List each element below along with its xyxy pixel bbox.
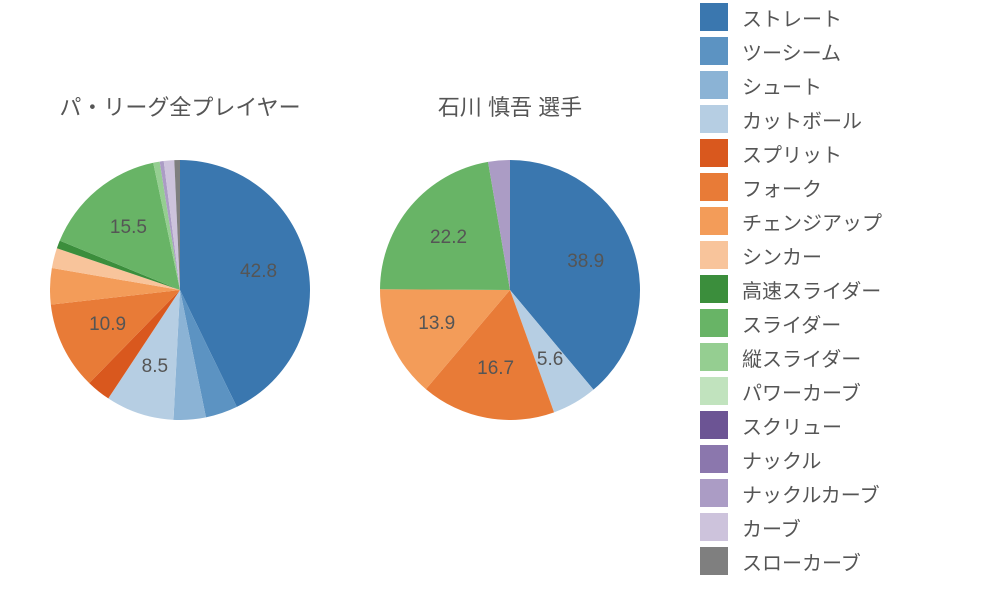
pie-slice-label: 5.6 [537,349,563,371]
legend-swatch [700,309,728,337]
pie-slice-label: 13.9 [418,313,455,335]
legend-item: カーブ [700,510,882,544]
legend-item: スライダー [700,306,882,340]
legend-item: スプリット [700,136,882,170]
legend-swatch [700,139,728,167]
legend-item: パワーカーブ [700,374,882,408]
legend-item: ストレート [700,0,882,34]
legend-swatch [700,37,728,65]
legend-label: チェンジアップ [742,207,882,236]
legend-label: ストレート [742,3,842,32]
pie-slice-label: 22.2 [430,227,467,249]
legend-item: ナックルカーブ [700,476,882,510]
legend-label: スローカーブ [742,547,861,576]
legend-label: パワーカーブ [742,377,861,406]
legend-swatch [700,479,728,507]
legend-item: カットボール [700,102,882,136]
legend-label: カットボール [742,105,862,134]
legend-item: ナックル [700,442,882,476]
pie-slice-label: 8.5 [142,356,168,378]
legend-swatch [700,3,728,31]
legend-label: ナックルカーブ [742,479,880,508]
pie-slice-label: 15.5 [110,217,147,239]
legend-item: フォーク [700,170,882,204]
legend: ストレートツーシームシュートカットボールスプリットフォークチェンジアップシンカー… [700,0,882,578]
legend-swatch [700,275,728,303]
pie-title: パ・リーグ全プレイヤー [20,90,340,122]
legend-swatch [700,445,728,473]
legend-item: スローカーブ [700,544,882,578]
legend-swatch [700,105,728,133]
legend-item: スクリュー [700,408,882,442]
legend-swatch [700,173,728,201]
legend-label: スプリット [742,139,842,168]
pie-slice-label: 38.9 [567,251,604,273]
pie-title: 石川 慎吾 選手 [350,90,670,122]
legend-swatch [700,513,728,541]
legend-item: ツーシーム [700,34,882,68]
legend-item: 縦スライダー [700,340,882,374]
legend-label: ナックル [742,445,821,474]
legend-label: スクリュー [742,411,842,440]
legend-label: 高速スライダー [742,275,881,304]
legend-swatch [700,207,728,235]
legend-swatch [700,71,728,99]
legend-label: 縦スライダー [742,343,861,372]
pie-chart [380,160,640,420]
pie-chart [50,160,310,420]
chart-container: パ・リーグ全プレイヤー 42.8 8.5 10.9 15.5 石川 慎吾 選手 38.9 5.… [0,0,1000,600]
legend-item: シンカー [700,238,882,272]
legend-swatch [700,343,728,371]
legend-label: シンカー [742,241,822,270]
legend-item: チェンジアップ [700,204,882,238]
legend-swatch [700,411,728,439]
pie-slice-label: 42.8 [240,261,277,283]
legend-label: シュート [742,71,822,100]
pie-slice-label: 16.7 [477,358,514,380]
legend-label: フォーク [742,173,822,202]
legend-label: スライダー [742,309,841,338]
legend-swatch [700,547,728,575]
pie-slice-label: 10.9 [89,314,126,336]
legend-item: 高速スライダー [700,272,882,306]
legend-label: カーブ [742,513,801,542]
legend-swatch [700,241,728,269]
legend-label: ツーシーム [742,37,841,66]
legend-swatch [700,377,728,405]
legend-item: シュート [700,68,882,102]
